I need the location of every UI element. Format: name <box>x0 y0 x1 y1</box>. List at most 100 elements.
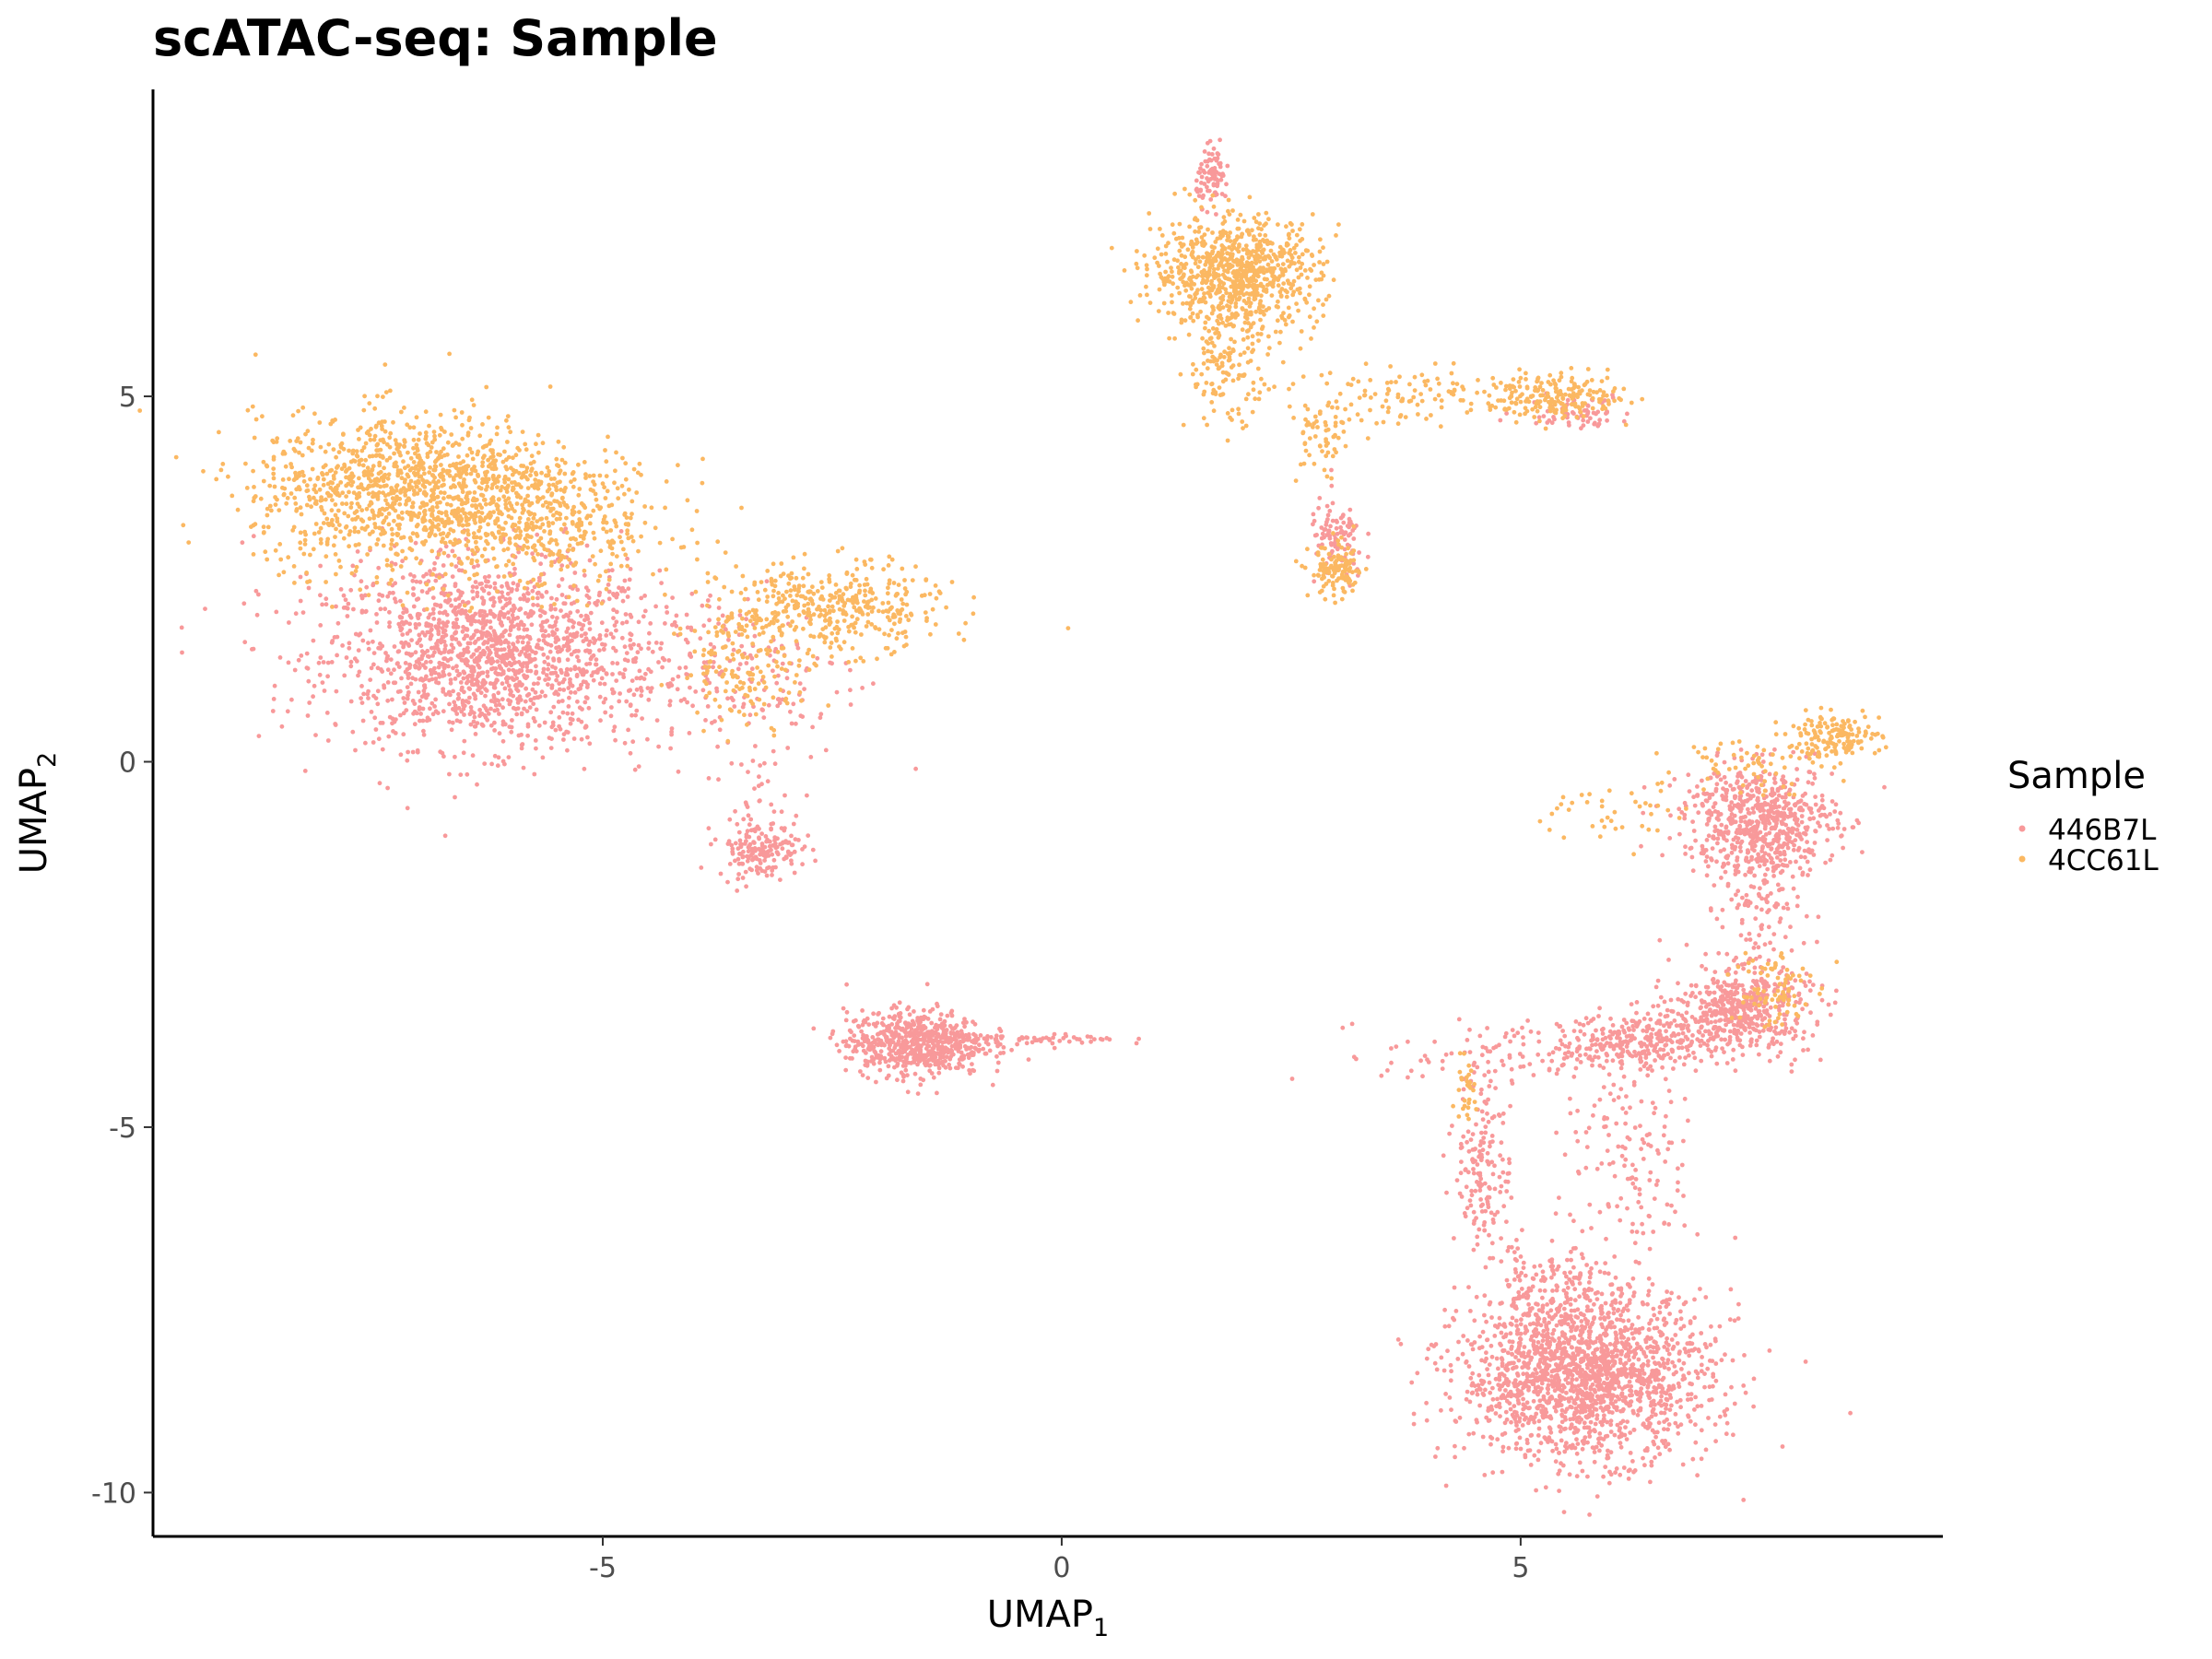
data-point <box>1592 1428 1596 1432</box>
data-point <box>1495 1437 1500 1442</box>
data-point <box>1546 1386 1551 1392</box>
data-point <box>1537 1374 1543 1380</box>
data-point <box>1649 1318 1653 1323</box>
data-point <box>931 1075 936 1080</box>
data-point <box>706 826 712 831</box>
data-point <box>1605 1419 1610 1425</box>
data-point <box>1700 1355 1704 1359</box>
data-point <box>375 688 381 694</box>
data-point <box>795 645 801 651</box>
data-point <box>1563 1426 1568 1431</box>
data-point <box>1498 1414 1502 1418</box>
data-point <box>1570 410 1575 415</box>
data-point <box>871 681 876 687</box>
data-point <box>1461 1334 1466 1338</box>
data-point <box>1628 1451 1633 1455</box>
data-point <box>1205 140 1210 146</box>
data-point <box>976 1049 982 1053</box>
data-point <box>765 865 770 871</box>
data-point <box>709 841 713 847</box>
data-point <box>602 681 607 687</box>
data-point <box>1611 1354 1617 1359</box>
data-point <box>994 1068 1000 1074</box>
data-point <box>1571 1400 1577 1406</box>
data-point <box>475 782 479 787</box>
data-point <box>413 650 418 655</box>
data-point <box>556 700 561 704</box>
data-point <box>786 840 792 845</box>
data-point <box>865 1076 871 1080</box>
data-point <box>254 612 260 618</box>
data-point <box>860 686 865 690</box>
data-point <box>1493 1411 1499 1416</box>
data-point <box>1225 163 1230 169</box>
data-point <box>1624 1339 1629 1345</box>
data-point <box>470 753 476 759</box>
data-point <box>1580 1468 1585 1474</box>
data-point <box>1562 1270 1567 1276</box>
data-point <box>458 680 464 685</box>
data-point <box>929 1020 935 1026</box>
data-point <box>968 1071 972 1077</box>
data-point <box>524 665 530 669</box>
data-point <box>433 578 439 583</box>
data-point <box>487 574 491 579</box>
data-point <box>1330 518 1335 524</box>
data-point <box>1504 1277 1510 1283</box>
data-point <box>1447 1395 1453 1400</box>
data-point <box>415 613 420 618</box>
data-point <box>521 635 526 641</box>
data-point <box>701 623 707 629</box>
data-point <box>1592 1459 1597 1465</box>
data-point <box>613 648 618 653</box>
data-point <box>560 679 566 685</box>
data-point <box>609 705 614 710</box>
data-point <box>503 629 508 633</box>
data-point <box>340 643 345 648</box>
data-point <box>514 712 520 717</box>
data-point <box>1579 1398 1584 1403</box>
data-point <box>912 1009 916 1014</box>
data-point <box>1558 1429 1563 1434</box>
data-point <box>1351 536 1357 541</box>
data-point <box>776 673 781 678</box>
data-point <box>1205 163 1210 169</box>
data-point <box>1532 1264 1537 1269</box>
data-point <box>1541 1334 1547 1339</box>
data-point <box>406 676 411 680</box>
data-point <box>547 677 551 681</box>
data-point <box>371 639 375 644</box>
data-point <box>611 607 616 613</box>
data-point <box>1477 1372 1482 1378</box>
data-point <box>1521 1402 1526 1407</box>
data-point <box>557 644 561 650</box>
data-point <box>659 581 664 585</box>
data-point <box>433 697 438 702</box>
data-point <box>1433 1454 1438 1459</box>
data-point <box>853 1018 858 1023</box>
data-point <box>1666 1422 1672 1427</box>
data-point <box>542 659 547 665</box>
data-point <box>1026 1057 1031 1062</box>
data-point <box>653 604 658 609</box>
data-point <box>715 744 720 749</box>
data-point <box>778 841 782 847</box>
data-point <box>414 659 419 665</box>
data-point <box>931 1030 935 1036</box>
data-point <box>1434 1367 1440 1372</box>
data-point <box>1526 1353 1531 1358</box>
data-point <box>642 608 648 614</box>
data-point <box>623 612 629 617</box>
data-point <box>399 676 404 681</box>
data-point <box>759 782 764 787</box>
data-point <box>400 559 405 564</box>
data-point <box>475 594 480 599</box>
data-point <box>606 589 612 594</box>
data-point <box>1646 1276 1652 1281</box>
data-point <box>456 568 462 573</box>
data-point <box>942 1019 947 1024</box>
data-point <box>1712 1422 1718 1427</box>
data-point <box>425 590 429 595</box>
data-point <box>1610 1350 1616 1355</box>
data-point <box>891 1017 897 1021</box>
